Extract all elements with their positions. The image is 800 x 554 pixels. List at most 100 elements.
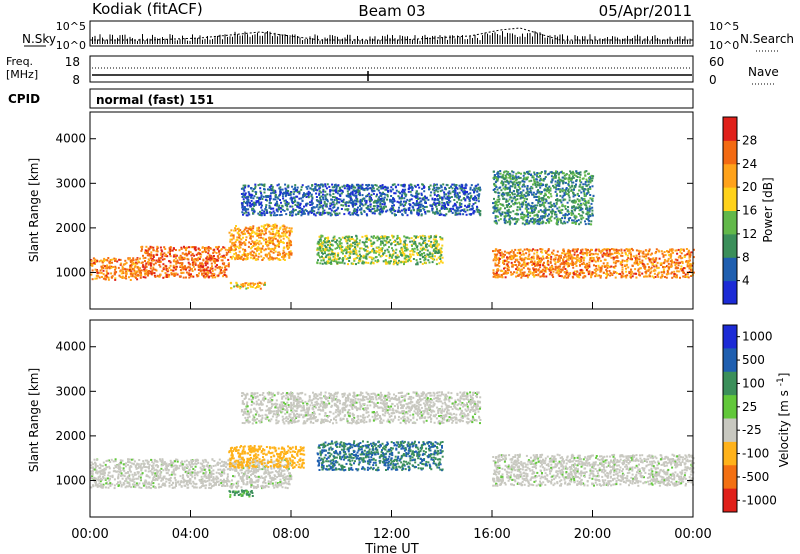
- power-cell: [690, 275, 693, 277]
- power-cell: [653, 265, 656, 268]
- power-cell: [431, 253, 434, 256]
- power-cell: [632, 272, 635, 275]
- power-cell: [513, 261, 516, 263]
- power-cell: [249, 237, 252, 240]
- power-cell: [305, 196, 308, 198]
- nsky-bar: [219, 34, 221, 44]
- power-cell: [282, 228, 285, 231]
- nsky-bar: [654, 35, 656, 44]
- power-cell: [135, 258, 138, 261]
- power-cell: [353, 239, 356, 242]
- power-cell: [593, 268, 596, 271]
- power-cell: [548, 253, 551, 256]
- power-cell: [218, 253, 221, 256]
- power-cell: [114, 267, 117, 270]
- power-cell: [656, 267, 659, 270]
- power-cell: [178, 275, 181, 278]
- power-cell: [155, 269, 158, 272]
- power-cell: [124, 262, 127, 265]
- power-cell: [164, 272, 167, 275]
- power-cell: [628, 270, 631, 273]
- power-cell: [353, 258, 356, 261]
- power-cell: [396, 254, 399, 257]
- power-cell: [382, 210, 385, 213]
- power-cell: [396, 263, 399, 266]
- power-cell: [382, 253, 385, 256]
- power-cell: [314, 183, 317, 186]
- power-cell: [450, 210, 453, 213]
- power-cell: [568, 254, 570, 257]
- power-cell: [679, 250, 682, 253]
- power-cell: [282, 232, 285, 235]
- nsky-bar: [457, 35, 458, 44]
- power-cell: [159, 265, 162, 268]
- nave-tick-top: 60: [709, 55, 724, 69]
- power-cell: [590, 175, 593, 178]
- power-cell: [328, 256, 331, 259]
- power-cell: [402, 260, 405, 263]
- power-cell: [390, 190, 393, 193]
- power-cell: [425, 255, 428, 258]
- power-cell: [582, 276, 585, 279]
- power-cell: [272, 257, 275, 260]
- nsky-bar: [392, 35, 393, 44]
- power-cell: [348, 235, 351, 238]
- power-cell: [674, 264, 677, 267]
- power-cell: [132, 272, 135, 275]
- power-cell: [627, 257, 630, 259]
- power-cell: [254, 190, 257, 193]
- power-cell: [666, 271, 669, 274]
- power-cell: [546, 214, 549, 217]
- power-cell: [648, 258, 651, 261]
- power-cell: [371, 258, 374, 261]
- power-cell: [255, 200, 258, 203]
- power-cell: [410, 193, 413, 196]
- power-cell: [147, 247, 150, 250]
- power-cell: [616, 256, 619, 259]
- power-cell: [258, 240, 261, 243]
- power-cell: [128, 268, 131, 271]
- power-cell: [372, 261, 375, 264]
- power-cell: [352, 250, 355, 253]
- power-cell: [261, 198, 264, 200]
- nsky-bar: [274, 32, 276, 44]
- power-cell: [667, 262, 670, 265]
- power-cell: [203, 272, 206, 275]
- power-cell: [678, 255, 681, 258]
- power-cell: [528, 248, 531, 251]
- power-cell: [265, 206, 267, 209]
- power-cell: [264, 254, 267, 257]
- power-cell: [125, 270, 128, 273]
- power-cell: [567, 258, 570, 261]
- power-cell: [353, 248, 356, 251]
- power-cell: [201, 263, 204, 266]
- power-cell: [416, 248, 419, 251]
- power-cell: [150, 253, 153, 256]
- power-cell: [460, 202, 463, 205]
- power-cell: [361, 235, 364, 238]
- power-cell: [348, 247, 351, 250]
- power-cell: [272, 210, 275, 213]
- power-cell: [245, 282, 248, 285]
- power-cell: [239, 246, 242, 249]
- power-cell: [511, 263, 514, 266]
- power-cell: [284, 202, 287, 205]
- power-cell: [102, 267, 105, 269]
- power-cell: [269, 206, 272, 209]
- power-cell: [145, 265, 148, 268]
- power-cell: [606, 264, 608, 267]
- power-cell: [253, 231, 256, 234]
- power-cell: [235, 255, 238, 258]
- power-cell: [365, 184, 368, 186]
- power-cell: [628, 249, 631, 252]
- power-cell: [398, 191, 401, 194]
- power-cell: [473, 187, 476, 190]
- power-cell: [314, 187, 317, 190]
- power-cell: [252, 197, 255, 200]
- power-cell: [347, 257, 350, 260]
- nsky-bar: [312, 38, 313, 44]
- power-cell: [324, 185, 327, 188]
- power-cell: [516, 271, 519, 274]
- power-cell: [228, 262, 230, 265]
- power-cell: [450, 185, 452, 188]
